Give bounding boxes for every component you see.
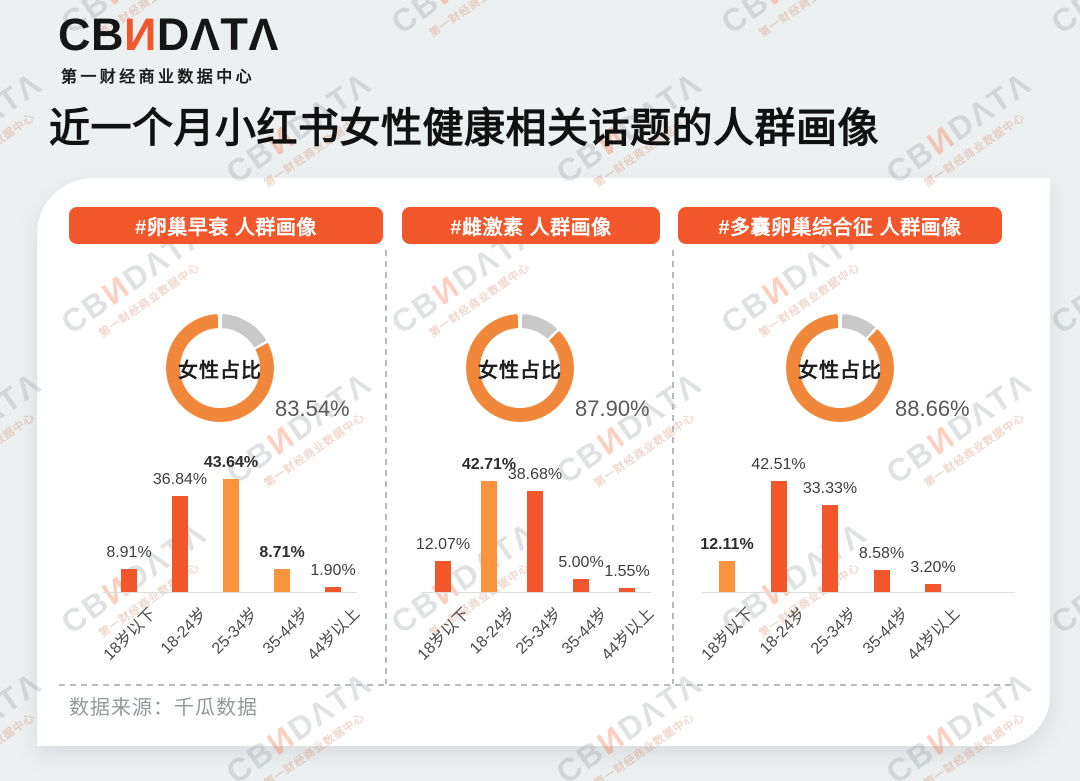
donut-center-label: 女性占比 [178,359,262,382]
bar-value-label: 5.00% [558,554,604,571]
age-bar [719,561,735,592]
watermark-text: CBИDΛTΛ [219,64,379,191]
female-share-donut: 女性占比 [786,314,894,422]
age-bar [172,496,188,592]
age-bar [619,588,635,592]
bar-axis-baseline [702,592,1015,593]
age-bar [435,561,451,592]
bar-value-label: 1.90% [310,562,356,579]
bar-value-label: 8.58% [858,545,905,562]
watermark-text: CBИDΛTΛ [384,0,466,41]
donut-hole [180,328,260,408]
content-card [37,178,1050,746]
watermark-subtext: 第一财经商业数据中心 [97,0,203,40]
female-share-value: 87.90% [575,396,650,421]
logo-part: CB [58,9,124,60]
cbndata-logo: CBИDΛTΛ [58,10,279,60]
donut-center-label: 女性占比 [798,359,882,382]
donut-center-label: 女性占比 [478,359,562,382]
page-title: 近一个月小红书女性健康相关话题的人群画像 [49,105,879,151]
logo-subtitle: 第一财经商业数据中心 [61,69,256,86]
bar-value-label: 8.71% [259,544,305,561]
data-source-note: 数据来源：千瓜数据 [69,697,258,719]
panel-divider [672,250,674,684]
age-bar [925,584,941,592]
female-share-value: 88.66% [895,396,970,421]
female-share-value: 83.54% [275,396,350,421]
female-share-donut: 女性占比 [166,314,274,422]
age-bar [873,570,890,592]
age-bar [481,481,497,592]
bar-axis-baseline [103,592,357,593]
bar-value-label: 12.11% [700,536,754,553]
watermark-text: CBИDΛTΛ [549,64,709,191]
age-bar [770,481,787,592]
bar-value-label: 42.71% [461,456,517,473]
card-content: #卵巢早衰 人群画像 #雌激素 人群画像 #多囊卵巢综合征 人群画像 女性占比 … [37,178,1050,746]
bar-value-label: 42.51% [751,456,806,473]
watermark-text: CBИDΛTΛ [714,0,796,41]
watermark-subtext: 第一财经商业数据中心 [757,0,863,40]
panel-title-banner: #卵巢早衰 人群画像 [69,207,383,244]
age-bar [274,569,290,592]
footer-divider [59,684,1015,686]
panel-title-banner: #雌激素 人群画像 [402,207,660,244]
watermark-subtext: 第一财经商业数据中心 [0,411,38,490]
panel-divider [385,250,387,684]
watermark-subtext: 第一财经商业数据中心 [427,0,533,40]
watermark-text: CBИDΛTΛ [879,64,1039,191]
age-bar [822,505,838,592]
watermark-subtext: 第一财经商业数据中心 [0,711,38,781]
bar-value-label: 1.55% [604,563,650,580]
watermark-text: CBИDΛTΛ [1044,0,1080,41]
age-bar [573,579,589,592]
age-bar [325,587,341,592]
age-bar [121,569,137,592]
watermark-text: CBИDΛTΛ [0,64,49,148]
bar-axis-baseline [421,592,651,593]
watermark-text: CBИDΛTΛ [1044,282,1080,341]
donut-hole [800,328,880,408]
bar-value-label: 38.68% [507,466,563,483]
bar-value-label: 3.20% [910,559,956,576]
logo-n-mark: И [124,9,157,60]
bar-value-label: 43.64% [203,454,259,471]
logo-part: DΛTΛ [156,9,279,60]
donut-hole [480,328,560,408]
female-share-donut: 女性占比 [466,314,574,422]
bar-value-label: 8.91% [106,544,152,561]
watermark-text: CBИDΛTΛ [54,0,136,41]
age-bar [527,491,543,592]
watermark-subtext: 第一财经商业数据中心 [0,111,38,190]
age-bar [223,479,239,592]
bar-value-label: 33.33% [802,480,858,497]
bar-value-label: 36.84% [152,471,208,488]
panel-title-banner: #多囊卵巢综合征 人群画像 [678,207,1002,244]
watermark-text: CBИDΛTΛ [1044,582,1080,641]
bar-value-label: 12.07% [415,536,471,553]
